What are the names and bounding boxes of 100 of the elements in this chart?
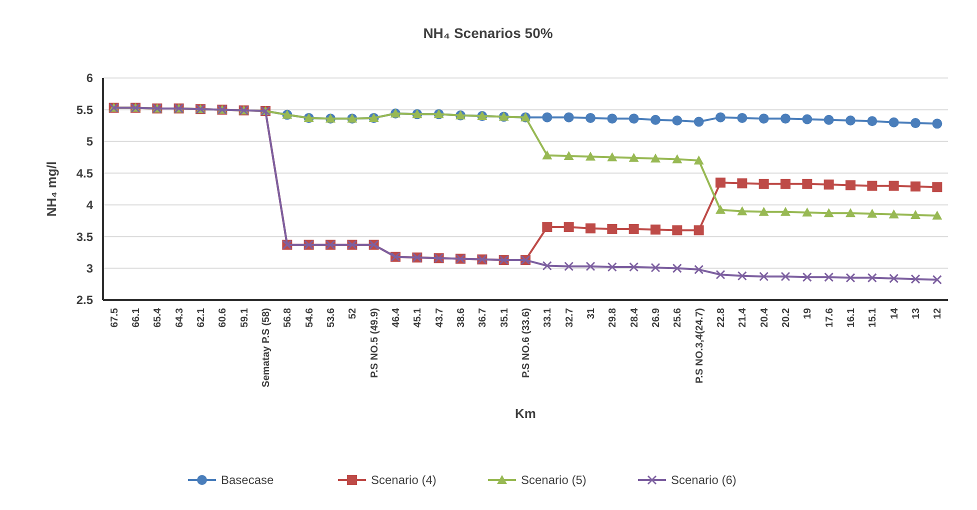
x-tick-label: 22.8 <box>716 308 727 328</box>
point <box>846 115 856 126</box>
y-tick-label: 6 <box>86 71 94 86</box>
point <box>780 272 790 282</box>
x-tick-label: P.S NO.5 (49.9) <box>369 308 380 378</box>
x-tick-label: 26.9 <box>651 308 662 328</box>
point <box>824 180 834 190</box>
x-axis-title: Km <box>515 406 536 421</box>
point <box>780 114 790 124</box>
x-tick-label: 19 <box>802 308 814 320</box>
point <box>672 115 682 126</box>
point <box>758 206 769 216</box>
x-tick-label: 62.1 <box>196 308 207 328</box>
x-tick-label: 17.6 <box>824 308 836 328</box>
point <box>586 152 596 161</box>
x-tick-label: 38.6 <box>456 308 467 328</box>
x-tick-label: 33.1 <box>542 308 554 328</box>
x-tick-label: P.S NO.3,4(24.7) <box>694 308 706 384</box>
point <box>780 178 790 189</box>
y-tick-label: 4.5 <box>76 166 94 180</box>
point <box>737 206 748 216</box>
point <box>846 180 856 190</box>
point <box>867 273 877 283</box>
x-tick-label: 12 <box>932 308 944 320</box>
point <box>737 271 747 281</box>
point <box>910 181 920 192</box>
x-tick-label: P.S NO.6 (33.6) <box>521 308 532 378</box>
x-tick-label: 59.1 <box>239 308 250 328</box>
y-tick-label: 2.5 <box>76 293 94 308</box>
x-tick-label: 21.4 <box>738 308 749 328</box>
point <box>586 112 596 123</box>
point <box>672 154 682 164</box>
legend-label: Scenario (6) <box>671 473 736 488</box>
point <box>737 178 748 188</box>
legend-label: Scenario (4) <box>371 473 436 488</box>
point <box>542 112 552 122</box>
point <box>650 154 660 163</box>
point <box>759 272 769 282</box>
point <box>694 225 704 236</box>
point <box>672 264 682 274</box>
point <box>716 270 726 280</box>
point <box>628 152 639 162</box>
point <box>564 151 574 160</box>
chart-title: NH₄ Scenarios 50% <box>423 25 554 41</box>
point <box>716 204 726 214</box>
point <box>802 178 812 189</box>
point <box>672 225 682 236</box>
point <box>737 112 748 123</box>
y-tick-label: 5 <box>86 134 94 149</box>
point <box>867 208 878 218</box>
x-tick-label: 67.5 <box>109 308 120 328</box>
point <box>607 262 617 272</box>
point <box>542 222 552 232</box>
point <box>758 114 769 124</box>
point <box>629 262 639 272</box>
point <box>564 222 574 232</box>
point <box>716 112 726 122</box>
point <box>889 274 899 284</box>
x-tick-label: 13 <box>911 308 922 320</box>
x-tick-label: 45.1 <box>412 308 424 328</box>
point <box>932 210 942 220</box>
point <box>910 274 920 284</box>
x-tick-label: 16.1 <box>846 308 857 328</box>
point <box>694 155 704 164</box>
point <box>607 114 618 124</box>
point <box>932 182 942 192</box>
point <box>628 224 639 234</box>
point <box>607 224 618 234</box>
x-tick-label: 46.4 <box>391 308 402 328</box>
point <box>607 152 618 162</box>
legend-label: Basecase <box>221 473 274 488</box>
x-tick-label: 64.3 <box>174 308 186 328</box>
x-tick-label: 54.6 <box>304 308 316 328</box>
x-tick-label: 29.8 <box>608 308 619 328</box>
x-tick-label: 60.6 <box>218 308 229 328</box>
point <box>628 114 639 124</box>
point <box>932 274 942 284</box>
point <box>867 116 878 126</box>
x-tick-label: 56.8 <box>282 308 294 328</box>
point <box>846 208 856 218</box>
point <box>802 272 812 282</box>
point <box>888 180 899 191</box>
x-tick-label: 35.1 <box>499 308 510 328</box>
point <box>716 178 726 188</box>
point <box>650 262 660 272</box>
point <box>650 224 660 235</box>
point <box>888 209 899 218</box>
x-tick-label: 65.4 <box>152 308 164 328</box>
point <box>542 261 552 270</box>
point <box>910 210 920 220</box>
point <box>542 150 552 160</box>
point <box>802 114 812 124</box>
x-tick-label: 52 <box>348 308 359 320</box>
point <box>758 178 769 189</box>
point <box>932 118 942 129</box>
point <box>846 273 856 283</box>
x-tick-label: 28.4 <box>629 308 640 328</box>
point <box>824 208 834 218</box>
point <box>694 116 704 127</box>
x-tick-label: 53.6 <box>326 308 337 328</box>
